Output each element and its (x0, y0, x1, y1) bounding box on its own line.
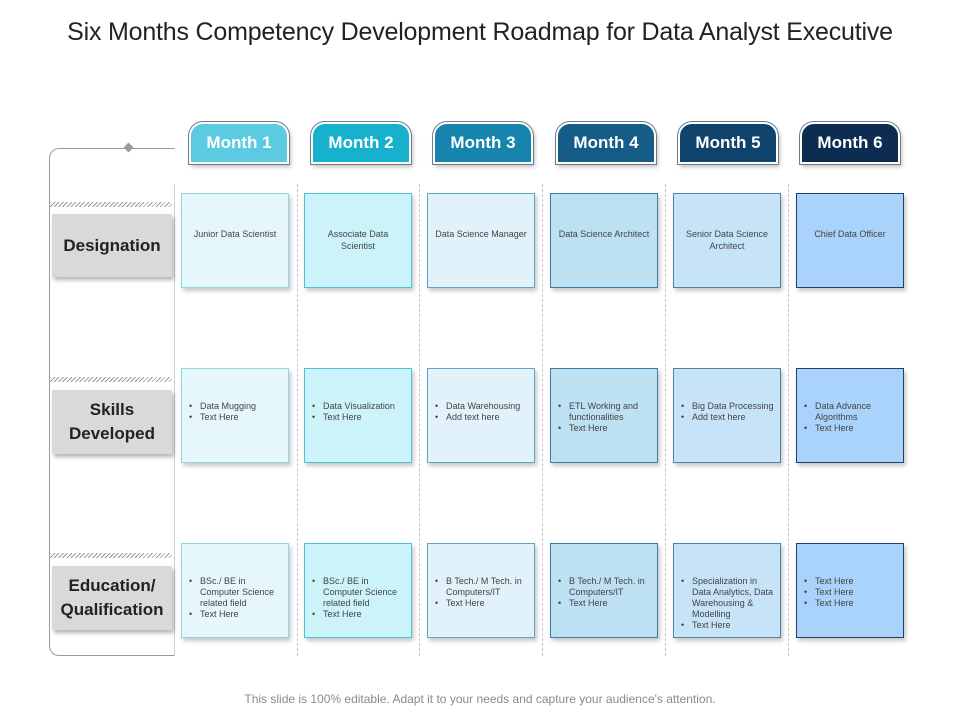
bullet-list: B Tech./ M Tech. in Computers/ITText Her… (435, 576, 530, 609)
bullet-item: Specialization in Data Analytics, Data W… (681, 576, 776, 620)
designation-cell-month-6: Chief Data Officer (796, 193, 904, 288)
bullet-item: B Tech./ M Tech. in Computers/IT (558, 576, 653, 598)
month-2-tab: Month 2 (311, 122, 411, 164)
designation-cell-month-1: Junior Data Scientist (181, 193, 289, 288)
bullet-list: Text HereText HereText Here (804, 576, 899, 609)
skills-cell-month-5: Big Data ProcessingAdd text here (673, 368, 781, 463)
skills-cell-month-6: Data Advance AlgorithmsText Here (796, 368, 904, 463)
bullet-item: Text Here (558, 598, 653, 609)
cell-text: Junior Data Scientist (193, 229, 277, 239)
month-4-tab: Month 4 (556, 122, 656, 164)
bullet-item: Text Here (312, 412, 407, 423)
bullet-item: Text Here (804, 598, 899, 609)
bullet-list: Data Advance AlgorithmsText Here (804, 401, 899, 434)
bullet-list: Data MuggingText Here (189, 401, 284, 423)
row-hatch-designation (50, 202, 172, 207)
bullet-item: Text Here (312, 609, 407, 620)
row-label-line: Developed (69, 424, 155, 443)
skills-cell-month-2: Data VisualizationText Here (304, 368, 412, 463)
month-1-tab: Month 1 (189, 122, 289, 164)
designation-cell-month-5: Senior Data Science Architect (673, 193, 781, 288)
bullet-list: BSc./ BE in Computer Science related fie… (312, 576, 407, 620)
bullet-list: ETL Working and functionalitiesText Here (558, 401, 653, 434)
bullet-item: Add text here (681, 412, 776, 423)
cell-text: Senior Data Science Architect (685, 229, 769, 251)
education-cell-month-3: B Tech./ M Tech. in Computers/ITText Her… (427, 543, 535, 638)
bullet-item: Data Visualization (312, 401, 407, 412)
month-3-tab: Month 3 (433, 122, 533, 164)
education-cell-month-1: BSc./ BE in Computer Science related fie… (181, 543, 289, 638)
month-6-tab: Month 6 (800, 122, 900, 164)
bullet-item: Data Warehousing (435, 401, 530, 412)
bullet-item: Add text here (435, 412, 530, 423)
education-cell-month-5: Specialization in Data Analytics, Data W… (673, 543, 781, 638)
skills-cell-month-4: ETL Working and functionalitiesText Here (550, 368, 658, 463)
designation-cell-month-3: Data Science Manager (427, 193, 535, 288)
bullet-list: Big Data ProcessingAdd text here (681, 401, 776, 423)
bullet-item: Text Here (435, 598, 530, 609)
bullet-item: Data Mugging (189, 401, 284, 412)
row-label-line: Qualification (60, 600, 164, 619)
row-hatch-skills (50, 377, 172, 382)
bullet-item: Text Here (189, 609, 284, 620)
designation-cell-month-2: Associate Data Scientist (304, 193, 412, 288)
left-bracket (49, 148, 175, 656)
month-5-tab: Month 5 (678, 122, 778, 164)
bullet-list: BSc./ BE in Computer Science related fie… (189, 576, 284, 620)
cell-text: Chief Data Officer (814, 229, 886, 239)
bullet-item: Text Here (804, 423, 899, 434)
row-label-line: Education/ (68, 576, 156, 595)
bullet-item: Text Here (681, 620, 776, 631)
row-label-education: Education/ Qualification (52, 566, 172, 630)
bullet-item: Text Here (804, 587, 899, 598)
column-separator (542, 184, 543, 656)
skills-cell-month-3: Data WarehousingAdd text here (427, 368, 535, 463)
slide-title: Six Months Competency Development Roadma… (67, 18, 893, 46)
bullet-list: Data WarehousingAdd text here (435, 401, 530, 423)
row-hatch-education (50, 553, 172, 558)
bullet-item: ETL Working and functionalities (558, 401, 653, 423)
skills-cell-month-1: Data MuggingText Here (181, 368, 289, 463)
education-cell-month-4: B Tech./ M Tech. in Computers/ITText Her… (550, 543, 658, 638)
bracket-divider (174, 184, 175, 656)
cell-text: Associate Data Scientist (327, 229, 389, 251)
bullet-item: B Tech./ M Tech. in Computers/IT (435, 576, 530, 598)
column-separator (419, 184, 420, 656)
bullet-item: Big Data Processing (681, 401, 776, 412)
designation-cell-month-4: Data Science Architect (550, 193, 658, 288)
cell-text: Data Science Architect (558, 229, 650, 239)
cell-text: Data Science Manager (435, 229, 527, 239)
row-label-skills: Skills Developed (52, 390, 172, 454)
row-label-line: Skills (89, 400, 135, 419)
column-separator (788, 184, 789, 656)
row-label-line: Designation (63, 235, 161, 255)
education-cell-month-6: Text HereText HereText Here (796, 543, 904, 638)
education-cell-month-2: BSc./ BE in Computer Science related fie… (304, 543, 412, 638)
slide-footer: This slide is 100% editable. Adapt it to… (244, 692, 716, 706)
bullet-list: Data VisualizationText Here (312, 401, 407, 423)
bullet-list: Specialization in Data Analytics, Data W… (681, 576, 776, 631)
column-separator (297, 184, 298, 656)
row-label-designation: Designation (52, 214, 172, 277)
column-separator (665, 184, 666, 656)
bullet-item: Text Here (558, 423, 653, 434)
bullet-item: Data Advance Algorithms (804, 401, 899, 423)
bullet-item: Text Here (804, 576, 899, 587)
bullet-item: Text Here (189, 412, 284, 423)
bullet-list: B Tech./ M Tech. in Computers/ITText Her… (558, 576, 653, 609)
bullet-item: BSc./ BE in Computer Science related fie… (312, 576, 407, 609)
bullet-item: BSc./ BE in Computer Science related fie… (189, 576, 284, 609)
